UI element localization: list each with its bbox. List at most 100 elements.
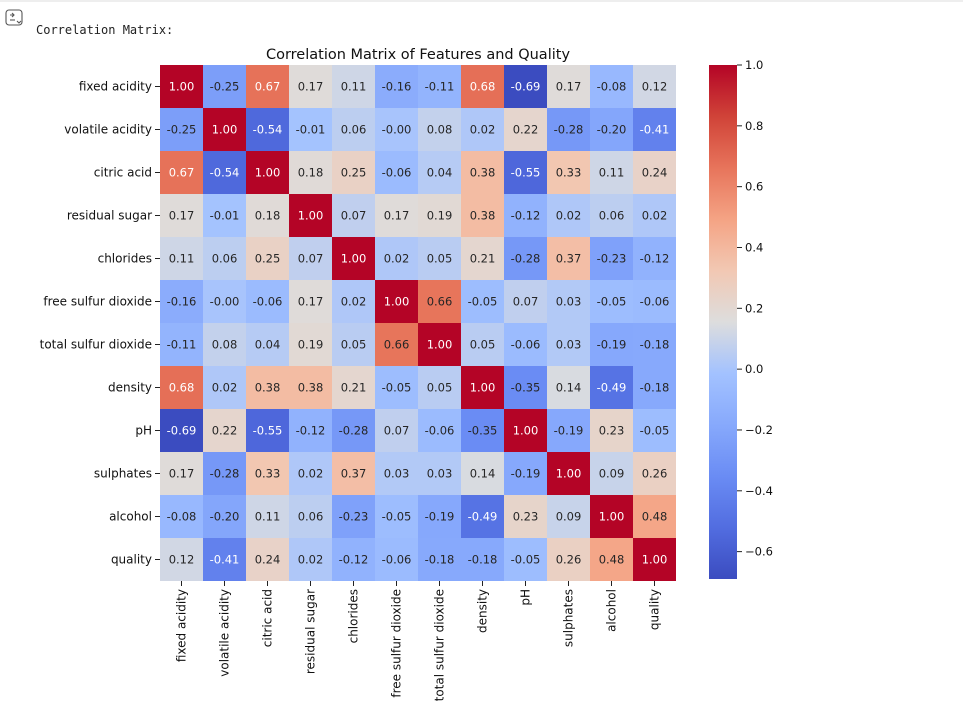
- cell-value-label: 0.07: [513, 295, 539, 309]
- cell-value-label: 0.17: [298, 295, 324, 309]
- heatmap-cell: [332, 366, 375, 409]
- cell-value-label: 0.11: [255, 510, 281, 524]
- output-toggle-icon[interactable]: [5, 8, 25, 28]
- cell-value-label: 0.06: [599, 209, 625, 223]
- cell-value-label: 0.19: [298, 338, 324, 352]
- heatmap-cell: [289, 409, 332, 452]
- heatmap-cell: [590, 452, 633, 495]
- heatmap-cell: [418, 65, 461, 108]
- heatmap-cell: [246, 366, 289, 409]
- heatmap-cell: [246, 151, 289, 194]
- heatmap-cell: [289, 366, 332, 409]
- heatmap-cell: [375, 151, 418, 194]
- heatmap-cell: [332, 151, 375, 194]
- cell-value-label: -0.55: [511, 166, 541, 180]
- x-tick-label: fixed acidity: [175, 589, 189, 662]
- heatmap-cell: [289, 237, 332, 280]
- heatmap-cell: [633, 495, 676, 538]
- heatmap-cell: [203, 495, 246, 538]
- heatmap-cell: [289, 108, 332, 151]
- heatmap-cell: [633, 452, 676, 495]
- heatmap-cell: [461, 65, 504, 108]
- heatmap-cell: [547, 538, 590, 581]
- heatmap-cell: [289, 151, 332, 194]
- cell-value-label: 0.02: [298, 553, 324, 567]
- cell-value-label: -0.12: [640, 252, 670, 266]
- cell-value-label: 0.38: [470, 209, 496, 223]
- heatmap-cell: [246, 237, 289, 280]
- y-tick-label: pH: [135, 424, 152, 438]
- colorbar-tick-label: 0.4: [745, 240, 763, 254]
- heatmap-cell: [160, 108, 203, 151]
- x-tick-label: free sulfur dioxide: [390, 589, 404, 698]
- heatmap-cell: [633, 280, 676, 323]
- cell-value-label: -0.16: [167, 295, 197, 309]
- cell-value-label: 0.26: [642, 467, 668, 481]
- cell-value-label: 0.03: [427, 467, 453, 481]
- heatmap-cell: [547, 280, 590, 323]
- cell-value-label: -0.49: [597, 381, 627, 395]
- heatmap-cell: [160, 366, 203, 409]
- heatmap-cell: [504, 538, 547, 581]
- cell-value-label: 0.09: [599, 467, 625, 481]
- cell-value-label: 0.17: [556, 80, 582, 94]
- heatmap-cell: [547, 495, 590, 538]
- heatmap-cell: [332, 237, 375, 280]
- heatmap-cell: [375, 237, 418, 280]
- cell-value-label: 0.37: [341, 467, 367, 481]
- cell-value-label: -0.05: [511, 553, 541, 567]
- cell-value-label: 0.04: [255, 338, 281, 352]
- cell-value-label: -0.06: [640, 295, 670, 309]
- heatmap-cell: [375, 280, 418, 323]
- heatmap-cell: [332, 194, 375, 237]
- heatmap-cell: [246, 409, 289, 452]
- cell-value-label: -0.28: [511, 252, 541, 266]
- cell-value-label: -0.25: [167, 123, 197, 137]
- heatmap-cell: [504, 452, 547, 495]
- cell-value-label: 0.19: [427, 209, 453, 223]
- cell-value-label: -0.06: [425, 424, 455, 438]
- y-tick-label: total sulfur dioxide: [40, 338, 152, 352]
- cell-value-label: 0.22: [513, 123, 539, 137]
- cell-value-label: 0.21: [470, 252, 496, 266]
- cell-value-label: 0.17: [169, 209, 195, 223]
- cell-value-label: 0.03: [384, 467, 410, 481]
- cell-value-label: 1.00: [169, 80, 195, 94]
- cell-value-label: -0.18: [640, 381, 670, 395]
- cell-value-label: -0.12: [296, 424, 326, 438]
- heatmap-cell: [418, 237, 461, 280]
- heatmap-cell: [375, 538, 418, 581]
- heatmap-cell: [590, 280, 633, 323]
- cell-value-label: -0.05: [468, 295, 498, 309]
- cell-value-label: 0.06: [341, 123, 367, 137]
- cell-value-label: -0.05: [597, 295, 627, 309]
- heatmap-cell: [246, 108, 289, 151]
- cell-value-label: 0.02: [470, 123, 496, 137]
- heatmap-cell: [504, 495, 547, 538]
- cell-value-label: 0.11: [169, 252, 195, 266]
- cell-value-label: 1.00: [513, 424, 539, 438]
- heatmap-cell: [246, 65, 289, 108]
- heatmap-cell: [203, 280, 246, 323]
- heatmap-cell: [418, 194, 461, 237]
- y-tick-label: chlorides: [98, 252, 152, 266]
- cell-value-label: 0.68: [470, 80, 496, 94]
- colorbar-tick-label: 0.8: [745, 119, 763, 133]
- heatmap-cell: [418, 452, 461, 495]
- heatmap-cell: [160, 65, 203, 108]
- heatmap-cell: [289, 65, 332, 108]
- x-tick-label: alcohol: [605, 589, 619, 632]
- cell-value-label: 0.67: [255, 80, 281, 94]
- heatmap-cell: [633, 366, 676, 409]
- cell-value-label: 0.38: [298, 381, 324, 395]
- cell-value-label: -0.55: [253, 424, 283, 438]
- cell-value-label: 1.00: [212, 123, 238, 137]
- cell-value-label: -0.06: [382, 166, 412, 180]
- cell-value-label: 0.14: [470, 467, 496, 481]
- cell-value-label: 0.05: [470, 338, 496, 352]
- cell-value-label: -0.06: [511, 338, 541, 352]
- heatmap-cell: [246, 280, 289, 323]
- heatmap-cell: [418, 366, 461, 409]
- cell-value-label: 0.11: [599, 166, 625, 180]
- cell-value-label: 0.21: [341, 381, 367, 395]
